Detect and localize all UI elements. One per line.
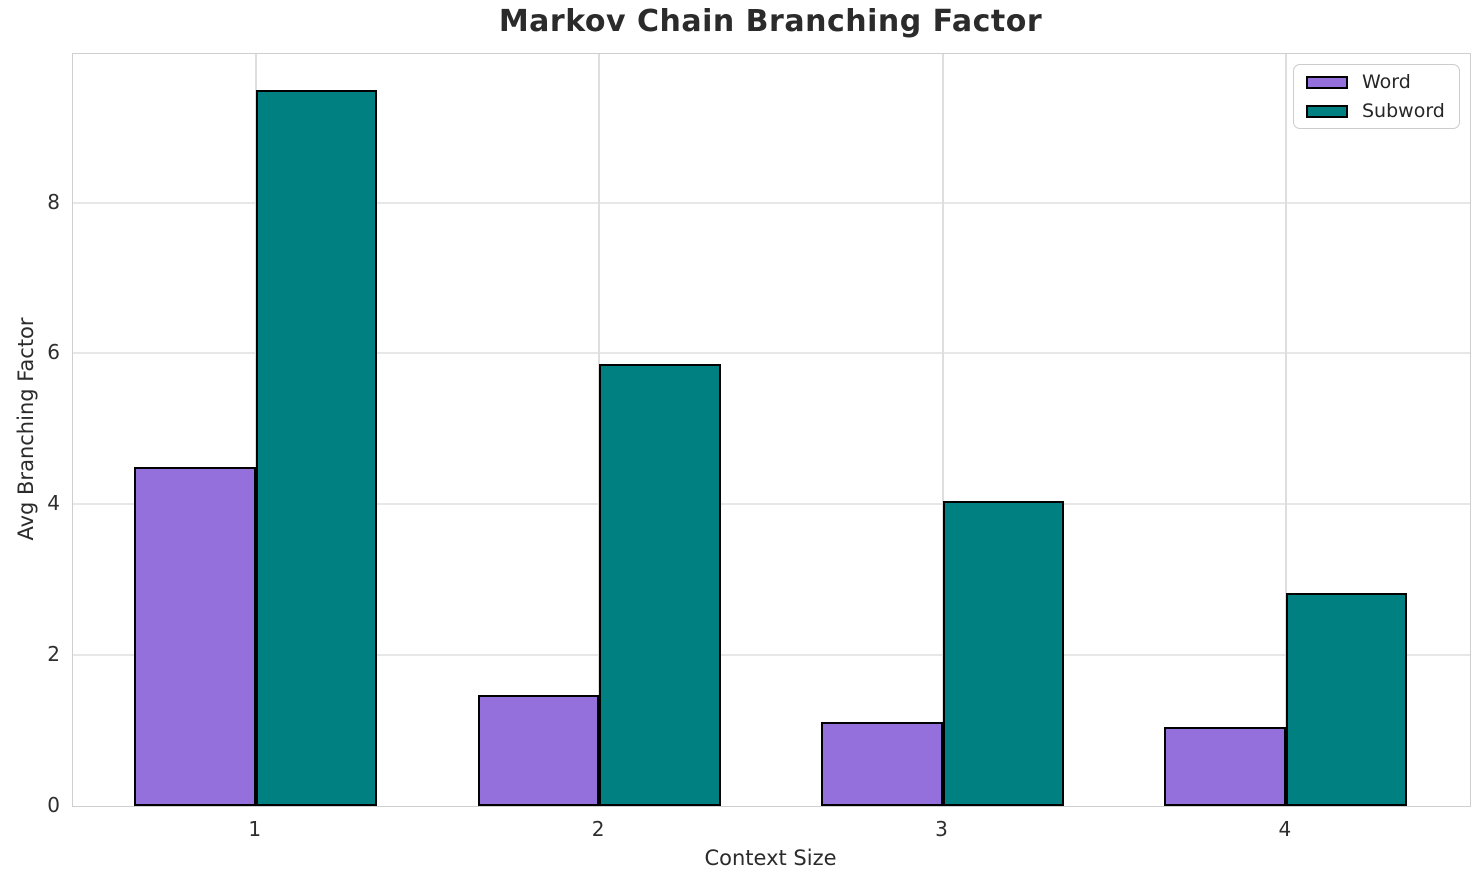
bar-subword-2 — [599, 364, 721, 806]
legend-label-subword: Subword — [1362, 100, 1445, 122]
bar-subword-3 — [942, 500, 1065, 806]
legend-item-subword: Subword — [1306, 100, 1447, 122]
legend-label-word: Word — [1362, 71, 1411, 93]
legend-swatch-word — [1306, 75, 1348, 89]
gridline-y-4 — [73, 503, 1470, 506]
chart-title: Markov Chain Branching Factor — [498, 4, 1043, 39]
ytick-label-6: 6 — [47, 340, 60, 365]
gridline-x-3 — [941, 54, 944, 806]
gridline-y-2 — [73, 654, 1470, 657]
ytick-label-4: 4 — [47, 491, 60, 516]
xtick-label-3: 3 — [935, 817, 948, 841]
xtick-label-4: 4 — [1278, 817, 1292, 841]
bar-word-2 — [477, 695, 600, 806]
ytick-label-8: 8 — [47, 189, 60, 214]
bar-subword-1 — [255, 90, 378, 806]
bar-subword-4 — [1285, 593, 1408, 806]
bar-word-3 — [820, 721, 943, 806]
gridline-x-4 — [1284, 54, 1287, 806]
legend-swatch-subword — [1306, 104, 1348, 118]
ytick-label-0: 0 — [47, 793, 60, 817]
legend: Word Subword — [1293, 64, 1460, 129]
ytick-label-2: 2 — [47, 642, 60, 667]
xtick-label-1: 1 — [248, 817, 262, 841]
bar-word-4 — [1164, 726, 1286, 806]
xtick-label-2: 2 — [591, 817, 605, 841]
bar-word-1 — [134, 467, 256, 806]
plot-area — [72, 53, 1471, 807]
gridline-y-8 — [73, 201, 1470, 204]
gridline-y-6 — [73, 352, 1470, 355]
x-axis-label: Context Size — [704, 846, 837, 870]
legend-item-word: Word — [1306, 71, 1447, 93]
